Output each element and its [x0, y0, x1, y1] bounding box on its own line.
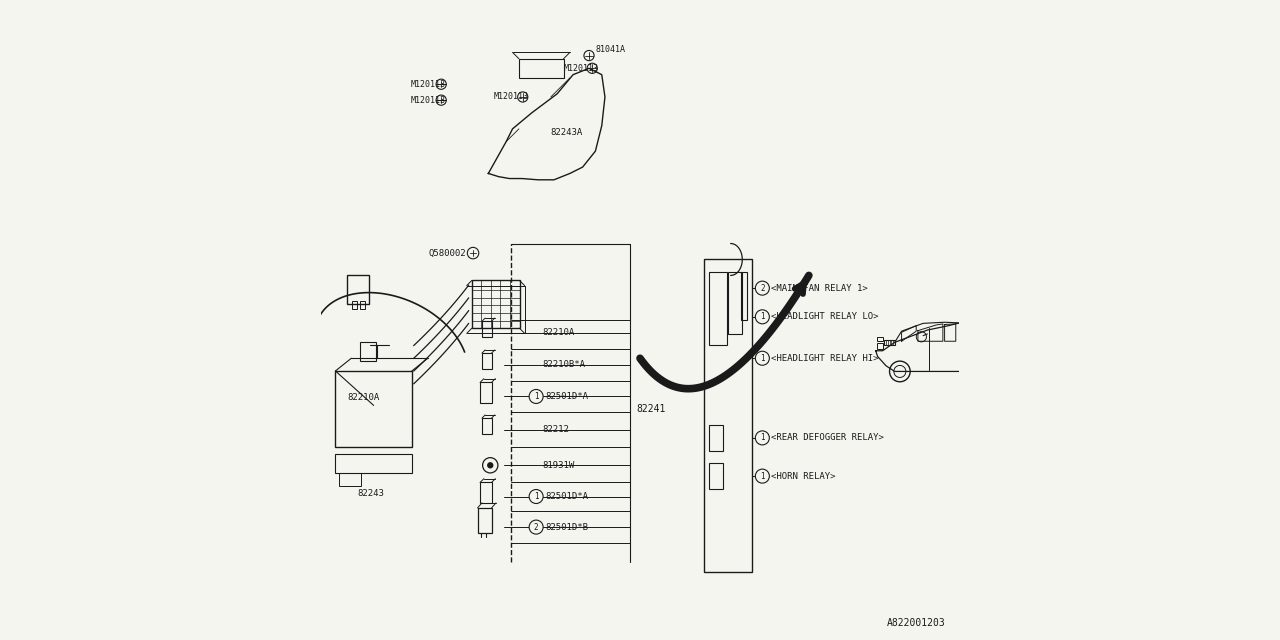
Circle shape [755, 310, 769, 324]
Text: <HEADLIGHT RELAY HI>: <HEADLIGHT RELAY HI> [772, 354, 879, 363]
Text: <HEADLIGHT RELAY LO>: <HEADLIGHT RELAY LO> [772, 312, 879, 321]
Text: M120113: M120113 [493, 92, 529, 102]
Bar [480, 383, 492, 403]
Bar [360, 342, 375, 362]
Bar [878, 337, 883, 341]
Bar [335, 454, 412, 473]
Bar [884, 340, 895, 345]
Text: 82501D*A: 82501D*A [545, 392, 589, 401]
Text: 1: 1 [760, 433, 764, 442]
Bar [709, 272, 727, 346]
Bar [477, 508, 492, 534]
Text: 82210A: 82210A [543, 328, 575, 337]
Text: 82501D*B: 82501D*B [545, 523, 589, 532]
Text: 82243: 82243 [357, 489, 384, 498]
Circle shape [488, 462, 493, 468]
Text: Q580002: Q580002 [429, 248, 466, 257]
Text: 2: 2 [760, 284, 764, 292]
Bar [483, 418, 492, 434]
Bar [709, 425, 723, 451]
Bar [483, 321, 492, 337]
Text: 82501D*A: 82501D*A [545, 492, 589, 501]
Bar [352, 301, 357, 308]
Circle shape [755, 469, 769, 483]
Text: 2: 2 [534, 523, 539, 532]
Text: 1: 1 [760, 354, 764, 363]
Bar [518, 59, 563, 78]
Bar [335, 371, 412, 447]
Text: M120113: M120113 [411, 80, 445, 89]
Text: 82241: 82241 [637, 404, 666, 414]
Text: 1: 1 [760, 312, 764, 321]
Circle shape [529, 490, 543, 504]
Circle shape [467, 247, 479, 259]
Text: 1: 1 [760, 472, 764, 481]
Circle shape [970, 361, 991, 382]
Text: 82210B*A: 82210B*A [543, 360, 585, 369]
Circle shape [517, 92, 527, 102]
Bar [878, 344, 883, 349]
Circle shape [588, 63, 598, 74]
Bar [741, 272, 748, 320]
Text: 82210A: 82210A [347, 393, 379, 403]
Bar [347, 275, 369, 304]
Bar [704, 259, 751, 572]
Bar [339, 473, 361, 486]
Text: 82243A: 82243A [550, 127, 582, 136]
Text: 81931W: 81931W [543, 461, 575, 470]
Text: <HORN RELAY>: <HORN RELAY> [772, 472, 836, 481]
Bar [728, 272, 742, 335]
Text: <REAR DEFOGGER RELAY>: <REAR DEFOGGER RELAY> [772, 433, 884, 442]
Circle shape [755, 351, 769, 365]
Text: 82212: 82212 [543, 425, 570, 434]
Bar [483, 353, 492, 369]
Circle shape [529, 390, 543, 403]
Bar [709, 463, 723, 489]
Circle shape [755, 281, 769, 295]
Circle shape [436, 79, 447, 90]
Text: <MAIN FAN RELAY 1>: <MAIN FAN RELAY 1> [772, 284, 868, 292]
Circle shape [436, 95, 447, 105]
Circle shape [483, 458, 498, 473]
Text: M120113: M120113 [411, 95, 445, 105]
Circle shape [529, 520, 543, 534]
Bar [472, 280, 520, 328]
Text: 81041A: 81041A [595, 45, 626, 54]
Bar [480, 483, 492, 503]
Circle shape [584, 51, 594, 61]
Text: M120113: M120113 [563, 64, 599, 73]
Bar [360, 301, 365, 308]
Text: A822001203: A822001203 [887, 618, 946, 628]
Circle shape [755, 431, 769, 445]
Text: 1: 1 [534, 392, 539, 401]
Text: 1: 1 [534, 492, 539, 501]
Circle shape [890, 361, 910, 382]
